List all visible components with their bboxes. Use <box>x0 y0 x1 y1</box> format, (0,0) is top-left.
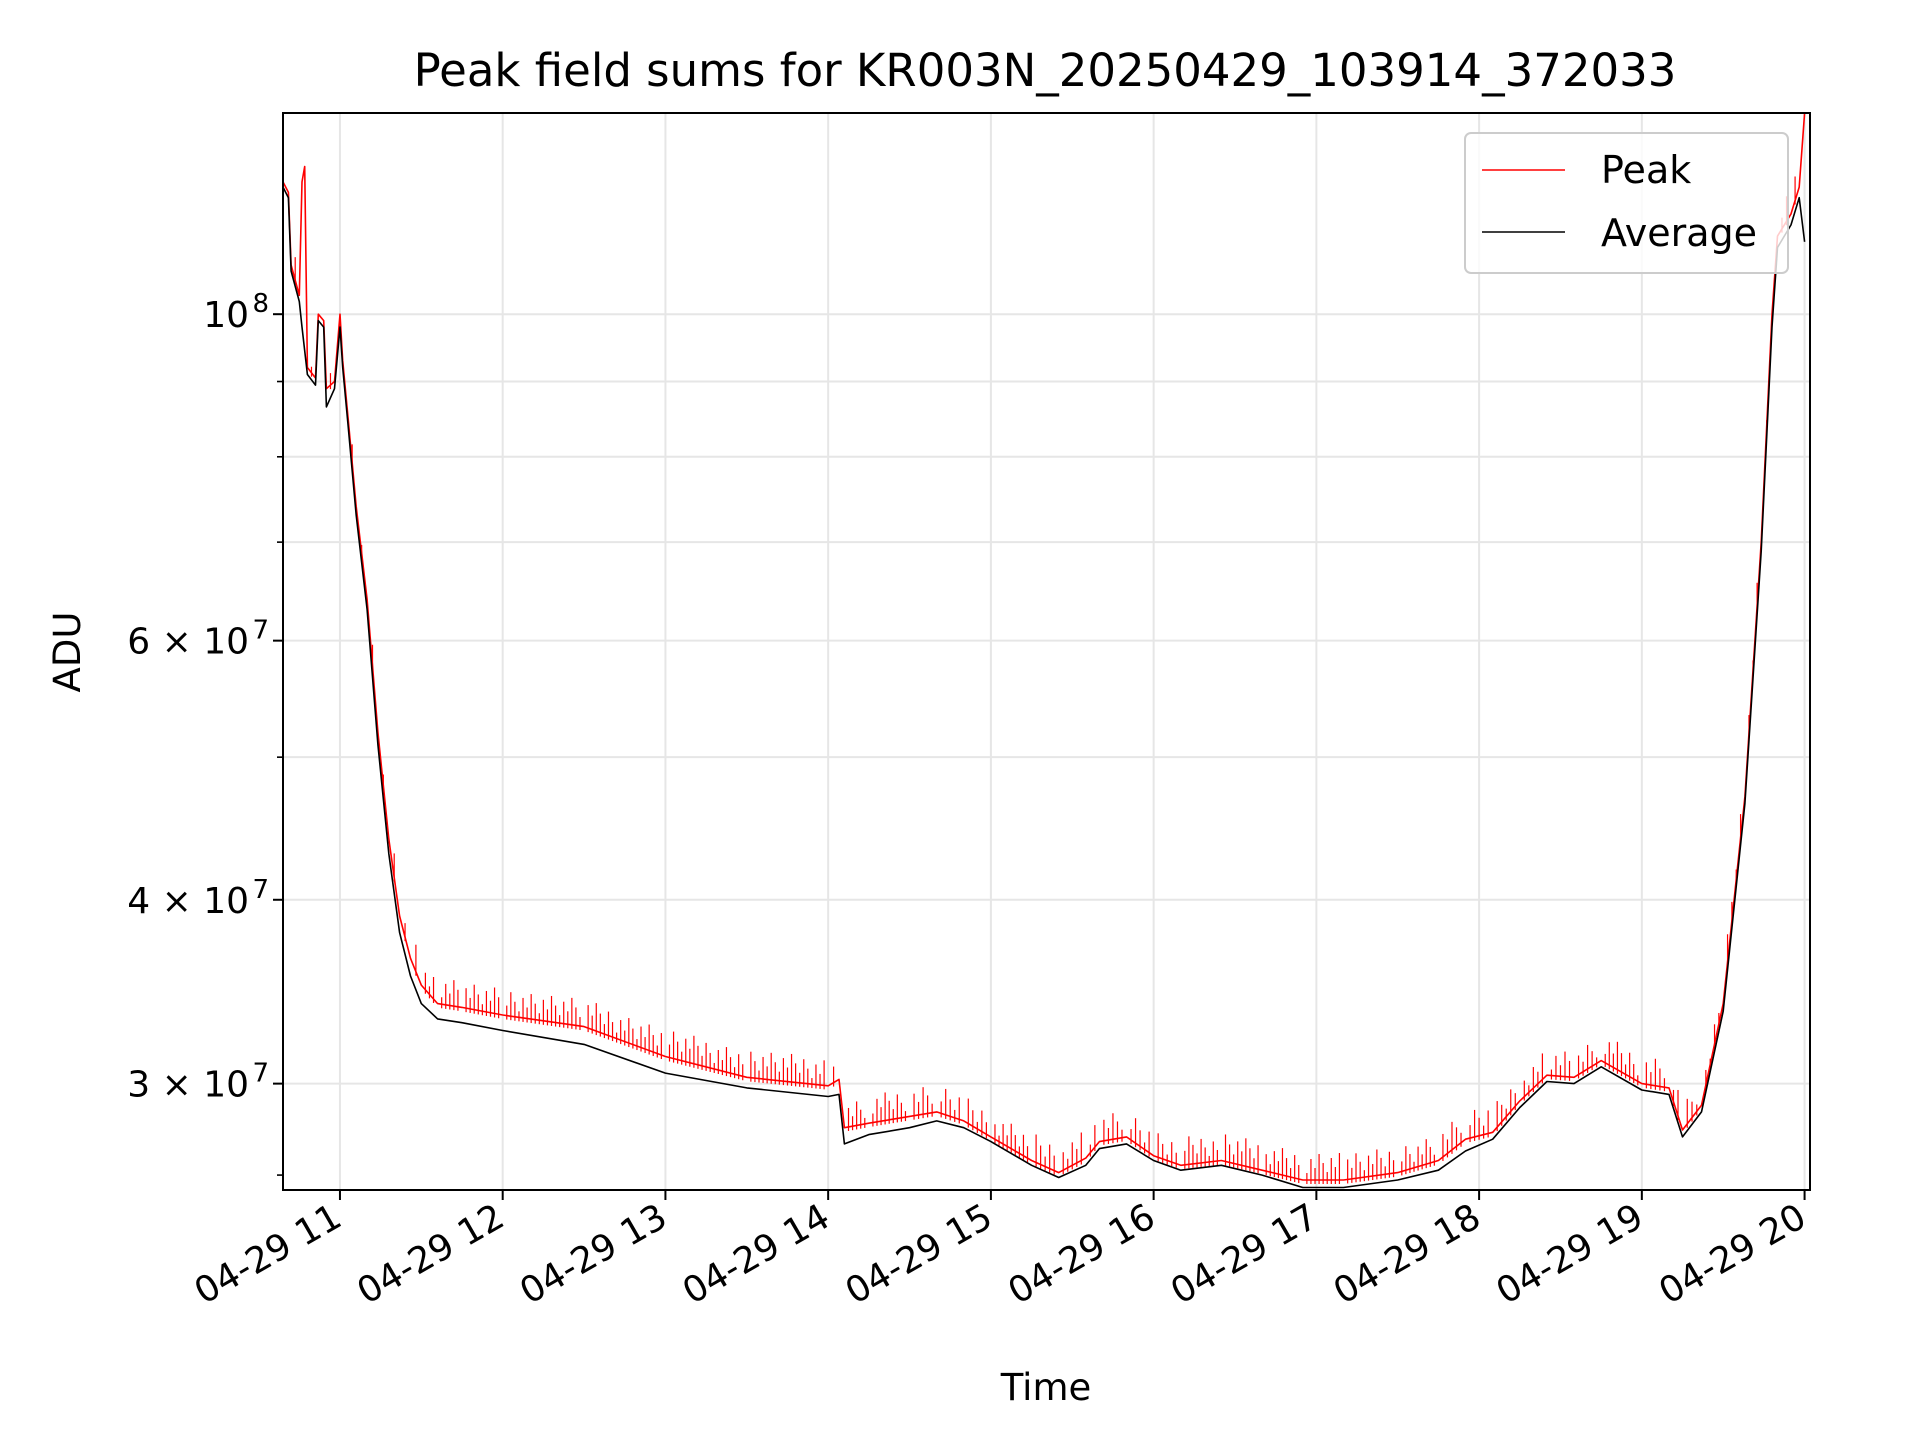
legend-box <box>1464 132 1789 274</box>
x-axis-label: Time <box>1000 1366 1092 1409</box>
y-tick-label: 3 × 10 <box>127 1065 249 1106</box>
gridlines <box>283 113 1810 1190</box>
plot-frame <box>282 112 1811 1191</box>
y-tick-exponent: 7 <box>252 616 269 646</box>
y-axis: 10 86 × 10 74 × 10 73 × 10 7 <box>127 289 283 1176</box>
y-tick-label: 10 <box>203 295 249 336</box>
series-peak <box>283 113 1806 1185</box>
legend-label-average: Average <box>1601 211 1757 255</box>
chart-title: Peak field sums for KR003N_20250429_1039… <box>414 44 1677 97</box>
y-tick-exponent: 7 <box>252 1059 269 1089</box>
plot-series <box>283 113 1806 1189</box>
legend: Peak Average <box>1464 132 1789 274</box>
y-axis-label: ADU <box>46 612 89 693</box>
y-tick-exponent: 8 <box>252 289 269 319</box>
series-line-average <box>283 186 1806 1189</box>
y-tick-label: 6 × 10 <box>127 622 249 663</box>
y-tick-exponent: 7 <box>252 875 269 905</box>
y-tick-label: 4 × 10 <box>127 881 249 922</box>
series-average <box>283 186 1806 1189</box>
legend-label-peak: Peak <box>1601 148 1691 192</box>
